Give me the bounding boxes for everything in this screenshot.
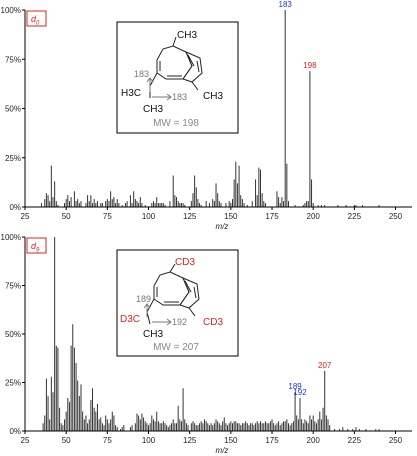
molecule-inset-d0: CH3 H3C CH3 CH3 183 183 MW = 198 — [116, 21, 239, 134]
peak-data-label: 207 — [318, 361, 332, 370]
x-tick-label: 125 — [183, 212, 197, 221]
y-tick-label: 75% — [5, 282, 21, 291]
x-axis-label-d0: m/z — [216, 222, 229, 231]
fragment-label-lower: 183 — [172, 92, 187, 102]
spectrum-panel-d9: 0% 25% 50% 75% 100% 25 50 75 100 125 150 175 200 225… — [1, 233, 412, 455]
x-tick-label: 75 — [103, 212, 112, 221]
substituent-right: CD3 — [203, 317, 223, 328]
x-tick-label: 150 — [224, 436, 238, 445]
y-tick-label: 25% — [5, 379, 21, 388]
x-tick-label: 50 — [62, 436, 71, 445]
x-tick-label: 100 — [142, 436, 156, 445]
y-tick-label: 50% — [5, 105, 21, 114]
peak-labels-d0: 183 198 — [279, 0, 318, 70]
molecular-weight: MW = 198 — [153, 118, 199, 129]
y-tick-label: 0% — [9, 203, 21, 212]
x-tick-label: 225 — [348, 436, 362, 445]
isotope-badge-d9: d9 — [26, 237, 47, 254]
y-tick-label: 0% — [9, 427, 21, 436]
svg-text:d0: d0 — [31, 14, 40, 27]
x-tick-label: 225 — [348, 212, 362, 221]
fragment-arrows — [143, 303, 172, 326]
peak-data-label: 198 — [303, 61, 317, 70]
x-tick-label: 25 — [21, 212, 30, 221]
x-tick-label: 75 — [103, 436, 112, 445]
x-tick-label: 250 — [389, 212, 403, 221]
x-tick-label: 200 — [307, 436, 321, 445]
substituent-right: CH3 — [203, 91, 223, 102]
isotope-badge-d0: d0 — [26, 10, 47, 27]
y-tick-label: 100% — [1, 233, 21, 242]
x-tick-label: 175 — [265, 212, 279, 221]
fragment-label-upper: 183 — [134, 69, 149, 79]
y-ticks-d0: 0% 25% 50% 75% 100% — [1, 6, 25, 212]
y-tick-label: 100% — [1, 6, 21, 15]
substituent-left: H3C — [121, 88, 141, 99]
x-tick-label: 200 — [307, 212, 321, 221]
fragment-label-upper: 189 — [136, 294, 151, 304]
guaiazulene-d9-structure-icon — [146, 263, 200, 325]
x-tick-label: 250 — [389, 436, 403, 445]
molecule-inset-d9: CD3 D3C CH3 CD3 189 192 MW = 207 — [116, 249, 239, 357]
y-ticks-d9: 0% 25% 50% 75% 100% — [1, 233, 25, 436]
y-tick-label: 25% — [5, 154, 21, 163]
substituent-top: CH3 — [177, 30, 197, 41]
peak-bars-d9 — [42, 237, 380, 431]
svg-text:d9: d9 — [31, 241, 40, 254]
substituent-left: D3C — [120, 314, 140, 325]
substituent-bottom: CH3 — [143, 104, 163, 115]
x-tick-label: 125 — [183, 436, 197, 445]
y-tick-label: 75% — [5, 55, 21, 64]
peak-data-label: 183 — [279, 0, 293, 9]
molecular-weight: MW = 207 — [153, 342, 199, 353]
fragment-label-lower: 192 — [172, 317, 187, 327]
x-axis-label-d9: m/z — [216, 446, 229, 455]
y-tick-label: 50% — [5, 330, 21, 339]
peak-data-label: 189 — [288, 382, 302, 391]
x-tick-label: 100 — [142, 212, 156, 221]
substituent-bottom: CH3 — [143, 329, 163, 340]
x-tick-label: 25 — [21, 436, 30, 445]
peak-data-label: 192 — [293, 388, 307, 397]
substituent-top: CD3 — [175, 257, 195, 268]
x-tick-label: 175 — [265, 436, 279, 445]
fragment-arrows — [146, 77, 172, 101]
x-ticks-d9: 25 50 75 100 125 150 175 200 225 250 — [21, 431, 403, 445]
spectrum-panel-d0: 0% 25% 50% 75% 100% 25 50 75 100 125 150 175 200 225… — [1, 0, 412, 231]
x-ticks-d0: 25 50 75 100 125 150 175 200 225 250 — [21, 207, 403, 221]
x-tick-label: 50 — [62, 212, 71, 221]
x-tick-label: 150 — [224, 212, 238, 221]
